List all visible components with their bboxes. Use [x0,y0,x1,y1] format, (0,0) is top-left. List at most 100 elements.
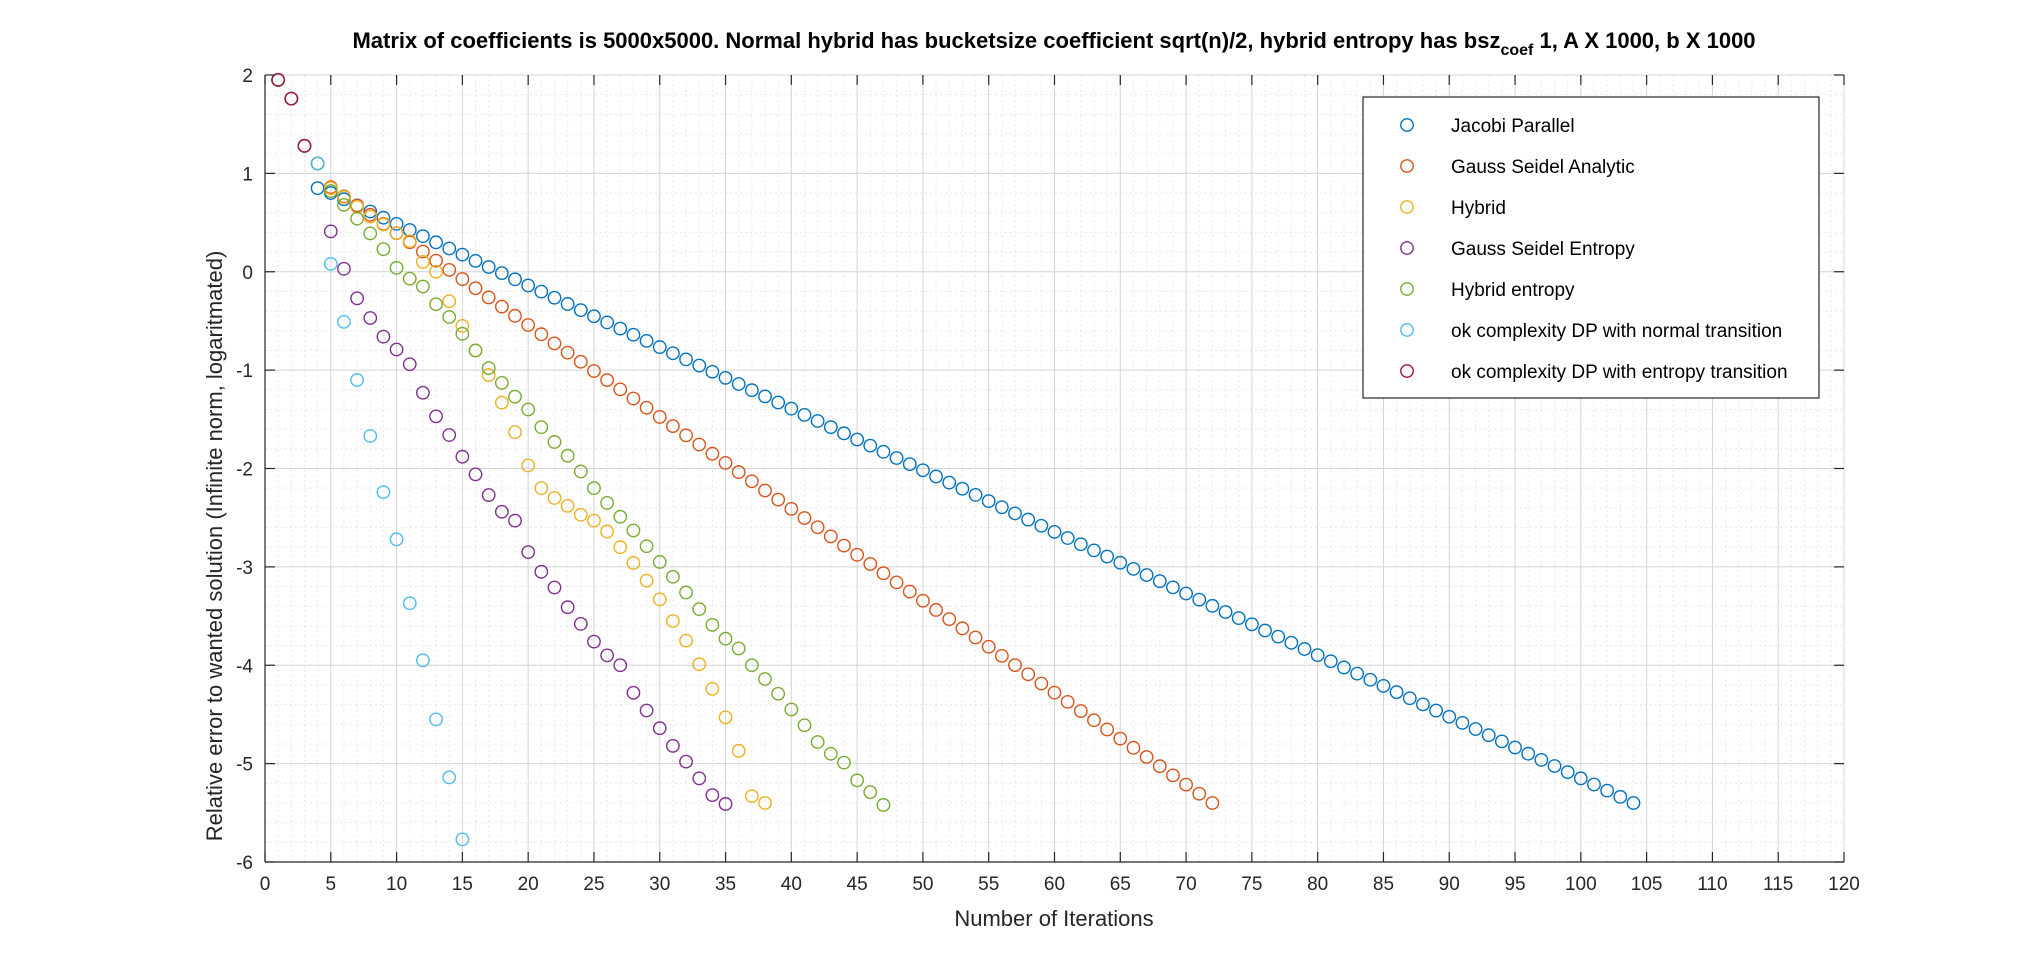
y-tick-label: -6 [236,853,253,874]
data-point [494,266,509,281]
data-point [823,529,838,544]
series-3 [271,73,772,810]
data-point [310,156,325,171]
data-point [429,264,443,279]
data-point [1087,713,1101,728]
data-point [587,634,601,649]
data-point [652,592,667,607]
data-point [468,253,483,268]
data-point [481,488,496,502]
data-point [889,451,904,465]
x-tick-label: 30 [649,874,670,895]
data-point [876,566,891,581]
x-tick-label: 15 [452,874,473,895]
series-2 [271,73,1220,810]
series-6 [271,73,470,847]
data-point [1073,704,1088,718]
data-point [784,501,799,516]
legend-marker [1400,282,1414,296]
series-4 [271,73,733,811]
legend-marker [1400,323,1414,337]
data-point [1113,731,1128,746]
legend-entry: ok complexity DP with normal transition [1451,321,1782,342]
data-point [481,290,496,305]
data-point [468,467,483,482]
data-point [534,564,549,579]
data-point [626,391,641,406]
data-point [521,545,536,560]
data-point [692,602,707,617]
data-point [1573,771,1588,786]
data-point [797,511,812,525]
x-tick-label: 35 [715,874,736,895]
legend-entry: ok complexity DP with entropy transition [1451,362,1788,383]
x-tick-label: 85 [1373,874,1394,895]
y-tick-label: 1 [242,164,253,185]
data-point [666,569,680,584]
data-point [508,513,522,528]
data-point [758,672,772,686]
data-point [666,739,680,753]
data-point [442,770,457,785]
x-tick-label: 40 [781,874,802,895]
data-point [1021,667,1036,682]
data-point [573,303,588,318]
data-point [626,556,641,570]
data-point [389,226,404,241]
data-point [547,580,562,595]
chart-title-main: Matrix of coefficients is 5000x5000. Nor… [352,28,1500,53]
legend-box [1362,96,1820,399]
data-point [323,224,338,239]
data-point [429,235,443,250]
legend-entry: Jacobi Parallel [1451,116,1575,137]
data-point [666,614,680,628]
data-point [823,746,838,761]
data-point [560,498,575,513]
data-point [363,204,378,219]
data-point [850,547,865,562]
data-point [573,354,588,369]
data-point [337,261,351,276]
data-point [652,721,667,736]
data-point [1600,783,1615,798]
data-point [600,315,615,330]
data-point [981,639,996,654]
data-point [1166,768,1180,783]
data-point [415,229,430,244]
data-point [1534,752,1549,767]
data-point [350,211,365,226]
x-tick-label: 0 [260,874,271,895]
data-point [797,407,812,422]
data-point [521,458,536,473]
data-point [666,419,680,434]
data-point [889,575,904,590]
data-point [626,327,641,342]
data-point [771,395,786,410]
data-point [1126,740,1141,755]
data-point [692,437,707,452]
data-point [771,492,786,507]
data-point [376,485,391,500]
data-point [810,520,825,535]
data-point [679,585,693,600]
data-point [744,658,759,673]
data-point [666,346,680,361]
x-tick-label: 50 [912,874,933,895]
data-point [652,555,667,569]
data-point [468,281,483,296]
data-point [494,504,509,519]
legend-entry: Hybrid entropy [1451,280,1575,301]
data-point [1508,740,1522,755]
data-point [758,389,772,404]
data-point [837,755,851,770]
data-point [639,334,654,348]
data-point [942,612,957,627]
y-tick-label: -5 [236,755,253,776]
data-point [1008,658,1022,673]
data-point [692,358,707,373]
data-point [1166,580,1180,595]
data-point [1034,518,1049,533]
data-point [389,342,404,357]
data-point [1060,694,1075,709]
legend-marker [1400,118,1414,132]
